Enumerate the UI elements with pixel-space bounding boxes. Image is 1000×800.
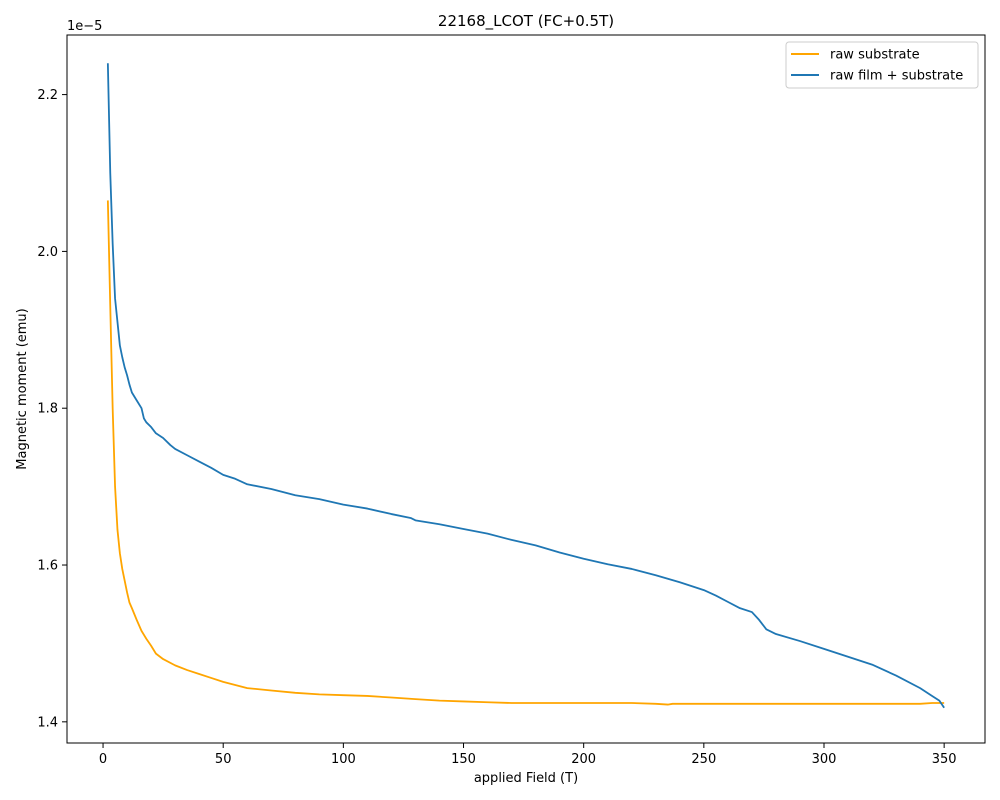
y-tick-label: 2.0 <box>37 245 58 260</box>
legend-label-2: raw film + substrate <box>830 69 963 84</box>
x-tick-label: 200 <box>571 752 596 767</box>
y-tick-label: 1.6 <box>37 559 58 574</box>
x-axis-ticks: 0 50 100 150 200 250 300 350 <box>99 743 957 767</box>
x-tick-label: 350 <box>932 752 957 767</box>
x-tick-label: 300 <box>812 752 837 767</box>
y-tick-label: 2.2 <box>37 88 58 103</box>
y-tick-label: 1.4 <box>37 715 58 730</box>
chart-title: 22168_LCOT (FC+0.5T) <box>438 12 614 31</box>
series-layer <box>106 63 945 709</box>
series-line-2 <box>106 63 945 709</box>
legend: raw substrate raw film + substrate <box>785 41 979 89</box>
y-offset-text: 1e−5 <box>67 19 102 34</box>
y-axis-label: Magnetic moment (emu) <box>15 308 30 469</box>
x-tick-label: 150 <box>451 752 476 767</box>
plot-area <box>66 34 986 744</box>
x-tick-label: 250 <box>691 752 716 767</box>
series-line-1 <box>106 200 945 706</box>
y-axis-ticks: 1.4 1.6 1.8 2.0 2.2 <box>37 88 67 730</box>
x-tick-label: 0 <box>99 752 107 767</box>
legend-label-1: raw substrate <box>830 48 920 63</box>
y-tick-label: 1.8 <box>37 402 58 417</box>
x-tick-label: 50 <box>215 752 232 767</box>
x-tick-label: 100 <box>331 752 356 767</box>
legend-box <box>785 41 979 89</box>
x-axis-label: applied Field (T) <box>474 771 578 786</box>
